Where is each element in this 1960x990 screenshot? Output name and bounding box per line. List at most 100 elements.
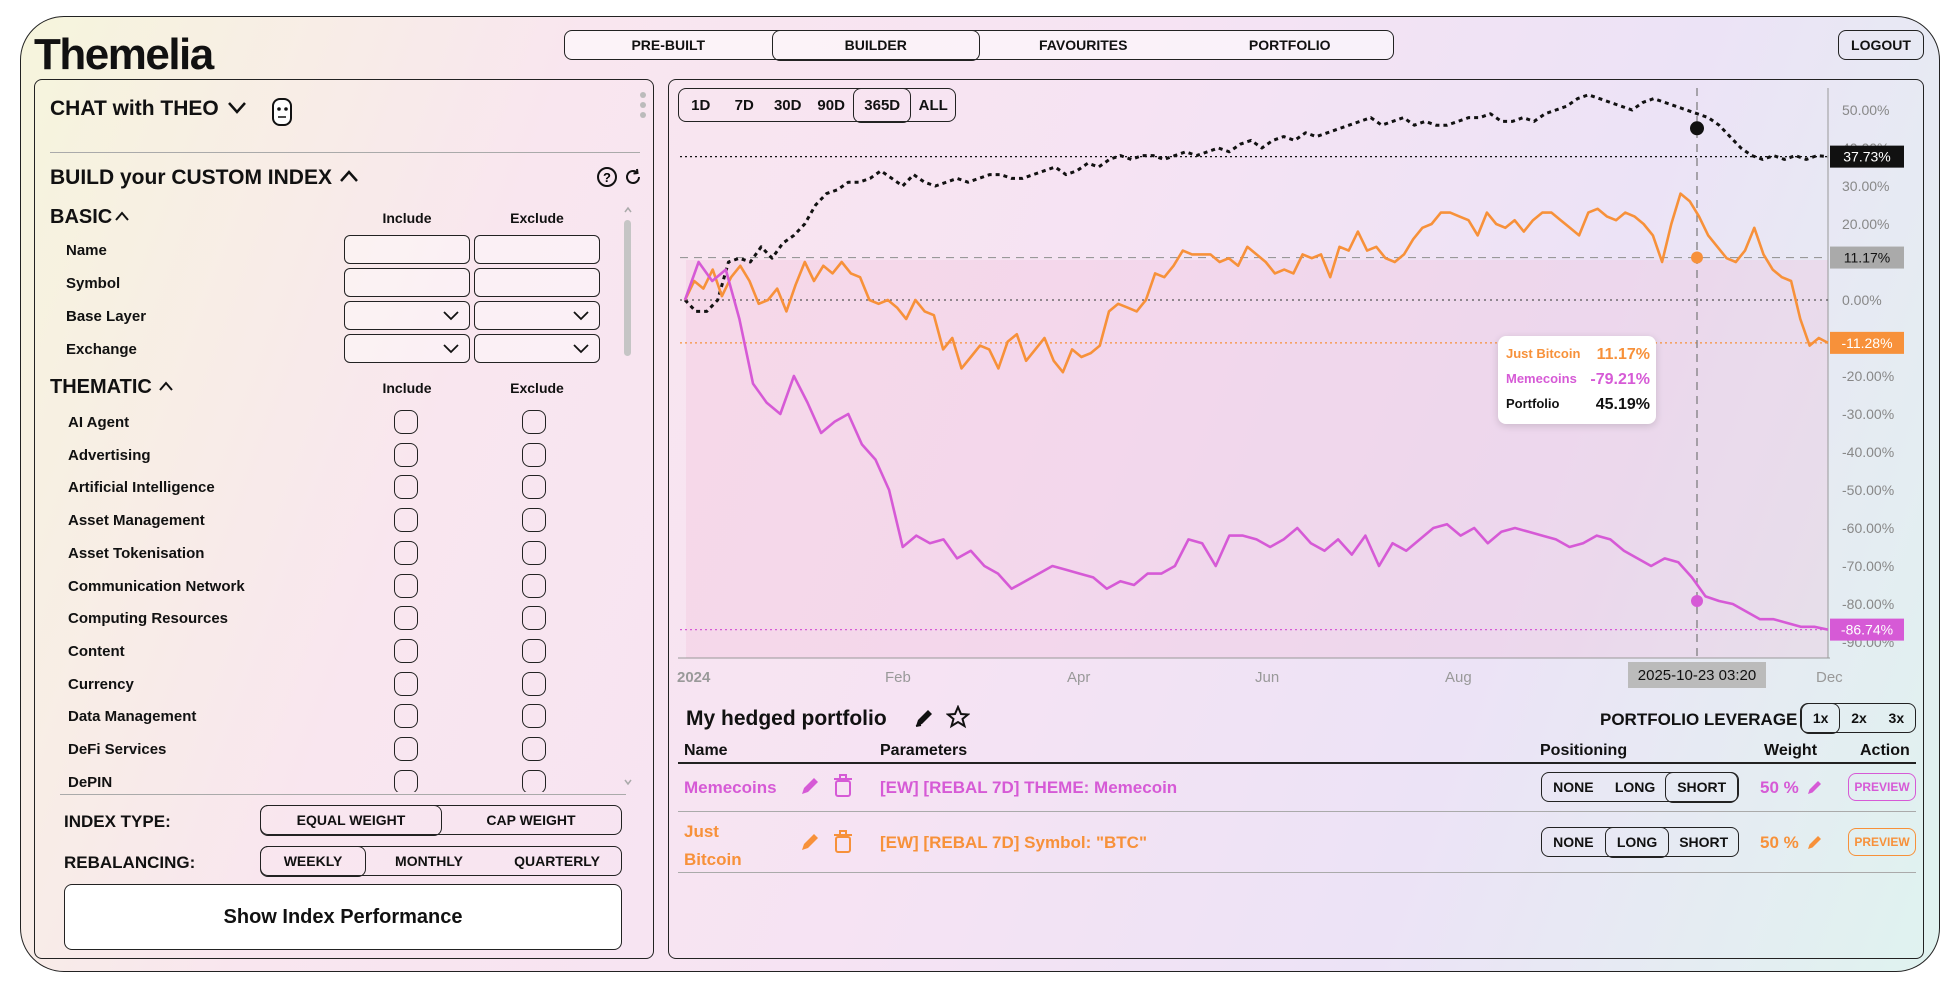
tab-portfolio[interactable]: PORTFOLIO: [1248, 37, 1331, 53]
theme-exclude-checkbox[interactable]: [522, 704, 546, 729]
x-tick-label: Apr: [1067, 669, 1090, 686]
theme-exclude-checkbox[interactable]: [522, 540, 546, 565]
theme-include-checkbox[interactable]: [394, 410, 418, 434]
theme-exclude-checkbox[interactable]: [522, 737, 546, 761]
preview-button[interactable]: PREVIEW: [1848, 773, 1916, 801]
performance-chart[interactable]: 50.00%40.00%30.00%20.00%10.00%0.00%-10.0…: [0, 0, 1960, 700]
chevron-up-icon[interactable]: [158, 380, 174, 392]
row-weight[interactable]: 50 %: [1760, 833, 1799, 852]
theo-avatar-icon: [272, 98, 292, 126]
leverage-1x[interactable]: 1x: [1801, 702, 1841, 734]
theme-include-checkbox[interactable]: [394, 671, 418, 696]
show-index-performance-button[interactable]: Show Index Performance: [64, 884, 622, 950]
y-tick-label: 30.00%: [1842, 178, 1889, 194]
position-long[interactable]: LONG: [1614, 779, 1656, 795]
chevron-down-icon[interactable]: [226, 100, 248, 116]
trash-icon[interactable]: [832, 774, 854, 798]
theme-row: Computing Resources: [40, 604, 630, 634]
position-short[interactable]: SHORT: [1679, 834, 1729, 850]
leverage-toggle: 1x 2x 3x: [1800, 702, 1916, 734]
theme-include-checkbox[interactable]: [394, 638, 418, 663]
col-parameters: Parameters: [880, 742, 968, 759]
theme-label: Advertising: [68, 446, 151, 464]
option-quarterly[interactable]: QUARTERLY: [514, 853, 600, 869]
timeframe-30d[interactable]: 30D: [773, 96, 802, 114]
include-header: Include: [382, 380, 432, 396]
theme-exclude-checkbox[interactable]: [522, 573, 546, 598]
position-short[interactable]: SHORT: [1665, 771, 1738, 803]
svg-text:?: ?: [603, 170, 611, 185]
theme-label: Data Management: [68, 708, 197, 726]
theme-exclude-checkbox[interactable]: [522, 410, 546, 434]
tab-builder[interactable]: BUILDER: [771, 29, 980, 61]
theme-exclude-checkbox[interactable]: [522, 638, 546, 663]
row-weight[interactable]: 50 %: [1760, 778, 1799, 797]
row-name-memecoins[interactable]: Memecoins: [684, 778, 777, 797]
exclude-header: Exclude: [510, 210, 564, 226]
option-cap-weight[interactable]: CAP WEIGHT: [486, 812, 576, 828]
trash-icon[interactable]: [832, 830, 854, 854]
timeframe-1d[interactable]: 1D: [691, 96, 711, 114]
row-name-just-bitcoin[interactable]: Just Bitcoin: [684, 818, 742, 874]
help-icon[interactable]: ?: [596, 166, 618, 188]
theme-include-checkbox[interactable]: [394, 606, 418, 631]
position-long[interactable]: LONG: [1604, 826, 1670, 858]
exchange-exclude-select[interactable]: [474, 334, 600, 363]
memecoins-value-tag: -86.74%: [1841, 622, 1893, 638]
theme-exclude-checkbox[interactable]: [522, 671, 546, 696]
timeframe-all[interactable]: ALL: [918, 96, 948, 114]
builder-scrollbar[interactable]: [624, 206, 632, 786]
tab-favourites[interactable]: FAVOURITES: [1039, 37, 1128, 53]
refresh-icon[interactable]: [622, 166, 644, 188]
divider: [50, 152, 640, 153]
theme-exclude-checkbox[interactable]: [522, 475, 546, 500]
theme-include-checkbox[interactable]: [394, 508, 418, 533]
exchange-include-select[interactable]: [344, 334, 470, 363]
tab-pre-built[interactable]: PRE-BUILT: [631, 37, 706, 53]
chart-shading: [686, 260, 1828, 658]
theme-include-checkbox[interactable]: [394, 769, 418, 792]
star-icon[interactable]: [946, 705, 970, 729]
col-action: Action: [1860, 742, 1910, 759]
timeframe-90d[interactable]: 90D: [817, 96, 845, 114]
edit-icon[interactable]: [798, 830, 822, 854]
theme-include-checkbox[interactable]: [394, 442, 418, 467]
leverage-3x[interactable]: 3x: [1888, 710, 1905, 726]
timeframe-365d[interactable]: 365D: [852, 87, 912, 123]
theme-exclude-checkbox[interactable]: [522, 606, 546, 631]
edit-icon[interactable]: [798, 774, 822, 798]
base-layer-include-select[interactable]: [344, 301, 470, 330]
chevron-up-icon[interactable]: [338, 168, 360, 184]
option-weekly[interactable]: WEEKLY: [260, 845, 366, 877]
edit-icon[interactable]: [1806, 833, 1824, 851]
chevron-down-icon: [443, 311, 459, 321]
theme-exclude-checkbox[interactable]: [522, 508, 546, 533]
logout-button[interactable]: LOGOUT: [1838, 30, 1924, 60]
theme-include-checkbox[interactable]: [394, 573, 418, 598]
symbol-include-input[interactable]: [344, 268, 470, 297]
preview-button[interactable]: PREVIEW: [1848, 828, 1916, 856]
theme-row: Artificial Intelligence: [40, 473, 630, 503]
edit-icon[interactable]: [912, 706, 936, 730]
theme-exclude-checkbox[interactable]: [522, 442, 546, 467]
theme-include-checkbox[interactable]: [394, 704, 418, 729]
portfolio-leverage-label: PORTFOLIO LEVERAGE: [1600, 710, 1798, 729]
symbol-exclude-input[interactable]: [474, 268, 600, 297]
option-equal-weight[interactable]: EQUAL WEIGHT: [260, 804, 442, 836]
timeframe-7d[interactable]: 7D: [734, 96, 754, 114]
theme-include-checkbox[interactable]: [394, 737, 418, 761]
position-none[interactable]: NONE: [1553, 834, 1594, 850]
chevron-up-icon[interactable]: [114, 210, 130, 222]
option-monthly[interactable]: MONTHLY: [395, 853, 463, 869]
basic-section-title: BASIC: [50, 206, 113, 228]
theme-include-checkbox[interactable]: [394, 540, 418, 565]
name-include-input[interactable]: [344, 235, 470, 264]
theme-exclude-checkbox[interactable]: [522, 769, 546, 792]
edit-icon[interactable]: [1806, 778, 1824, 796]
name-exclude-input[interactable]: [474, 235, 600, 264]
leverage-2x[interactable]: 2x: [1851, 710, 1867, 726]
position-none[interactable]: NONE: [1553, 779, 1594, 795]
base-layer-exclude-select[interactable]: [474, 301, 600, 330]
chat-scrollbar[interactable]: [640, 92, 646, 122]
theme-include-checkbox[interactable]: [394, 475, 418, 500]
